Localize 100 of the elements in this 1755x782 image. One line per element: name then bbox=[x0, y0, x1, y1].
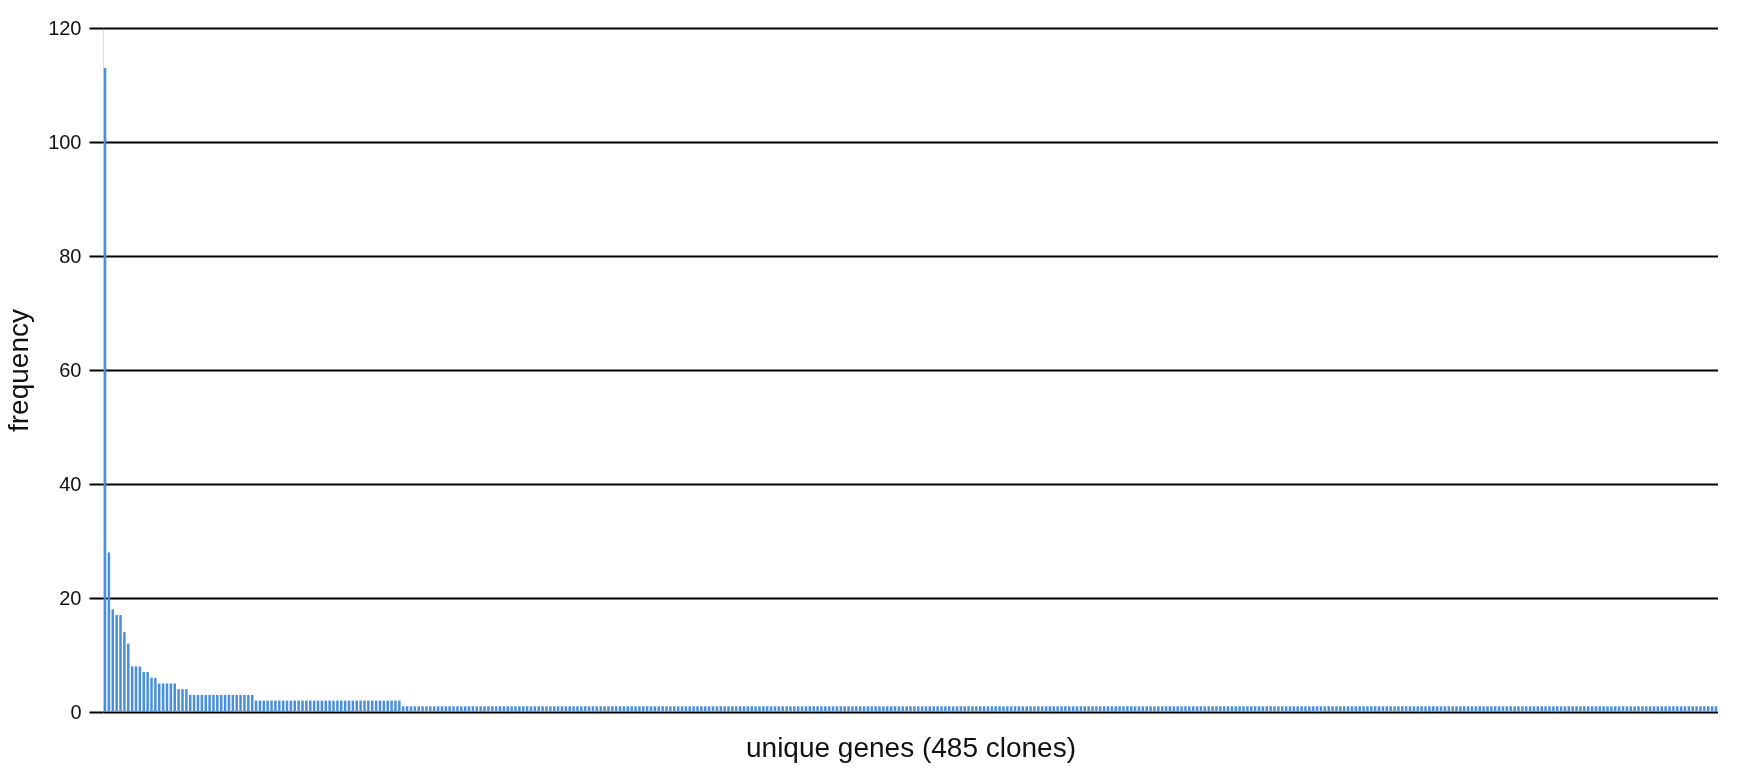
bar bbox=[824, 706, 827, 712]
bar bbox=[719, 706, 723, 712]
bar bbox=[630, 706, 633, 712]
bar bbox=[398, 700, 401, 712]
bar bbox=[901, 706, 905, 712]
bar bbox=[1029, 706, 1032, 712]
bar bbox=[154, 677, 157, 712]
bar bbox=[456, 706, 459, 712]
bar bbox=[1358, 706, 1361, 712]
bar bbox=[1238, 706, 1241, 712]
bar bbox=[944, 706, 947, 712]
bar bbox=[537, 706, 540, 712]
bar bbox=[599, 706, 602, 712]
x-axis-title: unique genes (485 clones) bbox=[745, 731, 1077, 763]
bar bbox=[1273, 706, 1276, 712]
bar bbox=[642, 706, 645, 712]
bar bbox=[1149, 706, 1152, 712]
bar bbox=[421, 706, 424, 712]
bar bbox=[1025, 706, 1028, 712]
bar bbox=[1583, 706, 1586, 712]
bar bbox=[1002, 706, 1005, 712]
bar bbox=[247, 694, 250, 712]
bar bbox=[1675, 706, 1679, 712]
bar bbox=[1296, 706, 1299, 712]
bar bbox=[448, 706, 451, 712]
y-tick-label: 80 bbox=[59, 244, 82, 267]
bar bbox=[669, 706, 672, 712]
bar bbox=[1571, 706, 1574, 712]
bar bbox=[1188, 706, 1191, 712]
bar bbox=[278, 700, 281, 712]
bar bbox=[1060, 706, 1063, 712]
bar bbox=[754, 706, 757, 712]
bar bbox=[665, 706, 668, 712]
bar bbox=[1246, 706, 1249, 712]
bar bbox=[1098, 706, 1102, 712]
bar bbox=[673, 706, 676, 712]
bar bbox=[1401, 706, 1404, 712]
bar bbox=[1219, 706, 1222, 712]
bar bbox=[1389, 706, 1392, 712]
bar bbox=[692, 706, 695, 712]
bar bbox=[146, 672, 149, 712]
bar bbox=[363, 700, 366, 712]
y-axis-title: frequency bbox=[3, 309, 35, 432]
bar bbox=[367, 700, 370, 712]
bar bbox=[785, 706, 788, 712]
bar bbox=[1606, 706, 1609, 712]
bar bbox=[611, 706, 614, 712]
y-tick-label: 60 bbox=[59, 358, 82, 381]
bar bbox=[1695, 706, 1698, 712]
bar bbox=[1575, 706, 1578, 712]
bar bbox=[1033, 706, 1036, 712]
bar bbox=[1672, 706, 1675, 712]
bar bbox=[545, 706, 548, 712]
bar bbox=[1451, 706, 1454, 712]
bar bbox=[425, 706, 428, 712]
bar bbox=[1691, 706, 1694, 712]
bar bbox=[1660, 706, 1664, 712]
bar bbox=[1207, 706, 1210, 712]
bar bbox=[696, 706, 699, 712]
bar bbox=[789, 706, 792, 712]
bar bbox=[847, 706, 850, 712]
y-tick-label: 100 bbox=[48, 130, 82, 153]
y-tick-label: 120 bbox=[48, 16, 82, 39]
bar bbox=[1366, 706, 1369, 712]
bar bbox=[727, 706, 730, 712]
bar bbox=[762, 706, 765, 712]
bar bbox=[1114, 706, 1117, 712]
bar bbox=[967, 706, 970, 712]
bar bbox=[886, 706, 889, 712]
bar bbox=[913, 706, 916, 712]
bar bbox=[932, 706, 935, 712]
bar bbox=[1056, 706, 1059, 712]
bar bbox=[1614, 706, 1617, 712]
bar bbox=[700, 706, 703, 712]
bar bbox=[1513, 706, 1516, 712]
bar bbox=[1300, 706, 1303, 712]
bar bbox=[1176, 706, 1179, 712]
bar bbox=[549, 706, 552, 712]
bar bbox=[1509, 706, 1512, 712]
bar bbox=[1699, 706, 1702, 712]
bar bbox=[1064, 706, 1067, 712]
bar bbox=[452, 706, 455, 712]
y-tick-label: 20 bbox=[59, 586, 82, 609]
bar bbox=[429, 706, 432, 712]
bar bbox=[1544, 706, 1547, 712]
bar bbox=[704, 706, 707, 712]
bar bbox=[1486, 706, 1489, 712]
y-tick-label: 40 bbox=[59, 472, 82, 495]
bar bbox=[1668, 706, 1671, 712]
bar bbox=[235, 694, 238, 712]
bar bbox=[510, 706, 513, 712]
bar bbox=[301, 700, 304, 712]
bar bbox=[607, 706, 610, 712]
bar bbox=[1068, 706, 1071, 712]
bar bbox=[487, 706, 490, 712]
bar bbox=[1478, 706, 1482, 712]
bar bbox=[216, 694, 219, 712]
bar bbox=[843, 706, 846, 712]
bar bbox=[355, 700, 358, 712]
bar bbox=[394, 700, 397, 712]
